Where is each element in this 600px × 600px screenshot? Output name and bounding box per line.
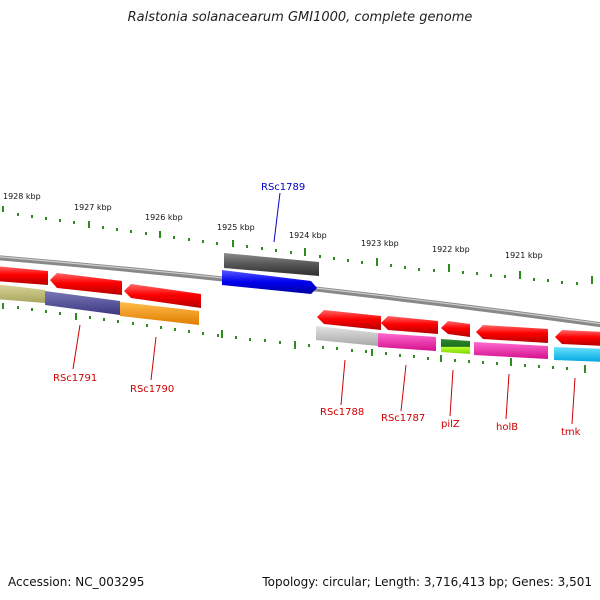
gene-label[interactable]: RSc1788 [320,407,364,418]
label-leader-line [72,324,81,370]
gene-label[interactable]: tmk [561,427,581,438]
label-leader-line [150,336,157,381]
gene-feature[interactable] [316,326,378,346]
gene-label[interactable]: RSc1791 [53,373,97,384]
gene-feature[interactable] [441,339,470,354]
genome-summary-text: Topology: circular; Length: 3,716,413 bp… [262,575,592,589]
label-leader-line [273,192,281,243]
gene-feature[interactable] [0,284,45,303]
scale-label: 1926 kbp [145,213,183,222]
gene-feature[interactable] [0,266,48,285]
scale-label: 1922 kbp [432,245,470,254]
gene-feature[interactable] [441,321,470,337]
label-leader-line [571,377,576,425]
gene-feature[interactable] [222,270,317,294]
gene-label[interactable]: holB [496,422,518,433]
scale-label: 1928 kbp [3,192,41,201]
gene-feature[interactable] [476,325,548,343]
gene-label[interactable]: RSc1789 [261,182,305,193]
scale-label: 1921 kbp [505,251,543,260]
gene-feature[interactable] [474,342,548,359]
scale-label: 1925 kbp [217,223,255,232]
gene-feature[interactable] [555,330,600,346]
gene-feature[interactable] [45,291,120,315]
accession-text: Accession: NC_003295 [8,575,145,589]
gene-label[interactable]: pilZ [441,419,460,430]
scale-label: 1927 kbp [74,203,112,212]
gene-feature[interactable] [50,273,122,295]
gene-feature[interactable] [120,302,199,325]
upper-scale-ticks [2,206,593,285]
map-title: Ralstonia solanacearum GMI1000, complete… [127,10,473,25]
label-leader-line [400,364,407,412]
label-leader-line [449,369,454,417]
gene-feature[interactable] [554,347,600,362]
scale-label: 1924 kbp [289,231,327,240]
label-leader-line [340,359,346,406]
scale-label: 1923 kbp [361,239,399,248]
gene-feature[interactable] [378,333,436,351]
gene-feature[interactable] [124,284,201,308]
gene-feature[interactable] [317,310,381,330]
gene-label[interactable]: RSc1787 [381,413,425,424]
label-leader-line [505,373,510,420]
gene-feature[interactable] [381,316,438,334]
gene-feature[interactable] [224,253,319,276]
lower-scale-ticks [2,303,586,373]
gene-label[interactable]: RSc1790 [130,384,174,395]
